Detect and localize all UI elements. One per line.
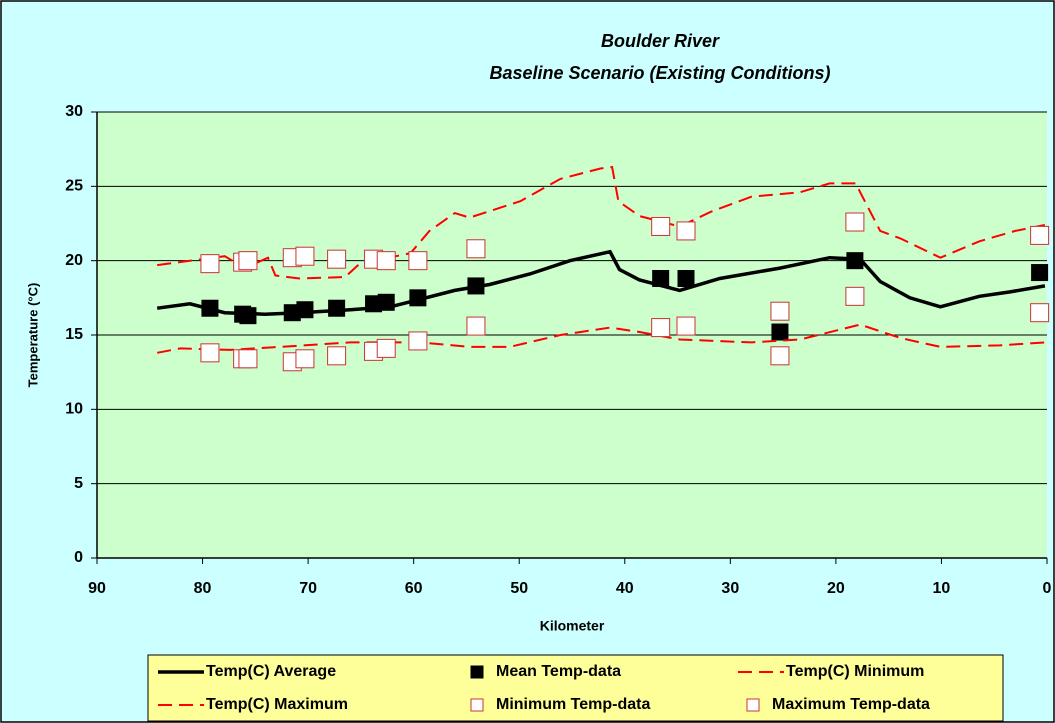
data-point xyxy=(845,212,865,232)
x-tick-label: 40 xyxy=(616,580,634,597)
data-point xyxy=(201,299,219,317)
x-tick-label: 70 xyxy=(299,580,317,597)
data-point xyxy=(200,343,220,363)
legend-swatch xyxy=(470,665,484,679)
data-point xyxy=(467,277,485,295)
data-point xyxy=(676,221,696,241)
legend-label: Maximum Temp-data xyxy=(772,696,930,713)
legend-label: Temp(C) Average xyxy=(206,663,336,680)
data-point xyxy=(376,251,396,271)
x-tick-label: 60 xyxy=(405,580,423,597)
data-point xyxy=(239,307,257,325)
data-point xyxy=(771,323,789,341)
data-point xyxy=(676,316,696,336)
data-point xyxy=(1030,303,1050,323)
y-tick-label: 0 xyxy=(74,549,83,566)
legend-label: Mean Temp-data xyxy=(496,663,621,680)
data-point xyxy=(1030,225,1050,245)
data-point xyxy=(651,216,671,236)
x-tick-label: 20 xyxy=(827,580,845,597)
data-point xyxy=(238,251,258,271)
x-tick-label: 80 xyxy=(194,580,212,597)
legend-label: Temp(C) Maximum xyxy=(206,696,348,713)
data-point xyxy=(328,299,346,317)
data-point xyxy=(770,346,790,366)
y-tick-label: 10 xyxy=(65,401,83,418)
chart-subtitle: Baseline Scenario (Existing Conditions) xyxy=(489,63,830,83)
data-point xyxy=(295,246,315,266)
data-point xyxy=(1031,264,1049,282)
data-point xyxy=(408,331,428,351)
data-point xyxy=(377,293,395,311)
data-point xyxy=(376,338,396,358)
series-line xyxy=(157,165,1046,280)
y-tick-label: 20 xyxy=(65,252,83,269)
data-point xyxy=(651,318,671,338)
data-point xyxy=(200,254,220,274)
legend-label: Temp(C) Minimum xyxy=(786,663,924,680)
legend-swatch xyxy=(470,698,484,712)
data-point xyxy=(327,346,347,366)
data-point xyxy=(296,301,314,319)
data-point xyxy=(327,249,347,269)
chart-title: Boulder River xyxy=(601,31,720,51)
x-tick-label: 30 xyxy=(721,580,739,597)
legend-swatch xyxy=(746,698,760,712)
data-point xyxy=(409,289,427,307)
data-point xyxy=(238,349,258,369)
y-tick-label: 25 xyxy=(65,178,83,195)
x-tick-label: 10 xyxy=(933,580,951,597)
data-point xyxy=(846,252,864,270)
y-axis-label: Temperature (°C) xyxy=(25,283,40,388)
x-tick-label: 90 xyxy=(88,580,106,597)
data-point xyxy=(845,286,865,306)
y-tick-label: 30 xyxy=(65,103,83,120)
data-point xyxy=(677,270,695,288)
data-point xyxy=(466,316,486,336)
data-point xyxy=(652,270,670,288)
y-tick-label: 15 xyxy=(65,326,83,343)
x-tick-label: 50 xyxy=(510,580,528,597)
x-axis-label: Kilometer xyxy=(540,618,605,634)
data-point xyxy=(466,239,486,259)
legend-label: Minimum Temp-data xyxy=(496,696,650,713)
x-tick-label: 0 xyxy=(1043,580,1052,597)
data-point xyxy=(295,349,315,369)
data-point xyxy=(408,251,428,271)
data-point xyxy=(770,301,790,321)
y-tick-label: 5 xyxy=(74,475,83,492)
legend xyxy=(147,654,1004,722)
